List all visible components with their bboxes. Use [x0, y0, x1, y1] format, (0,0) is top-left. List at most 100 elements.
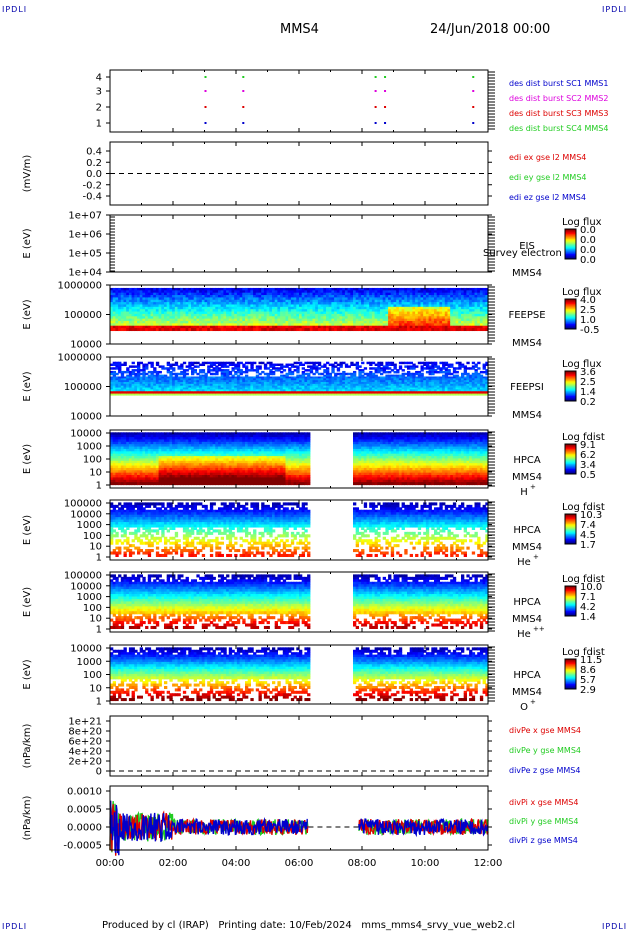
feepse-cell [296, 313, 300, 317]
feepse-cell [228, 295, 233, 298]
feepse-cell [412, 318, 416, 322]
feepse-cell [334, 302, 338, 306]
feepse-cell [231, 316, 235, 320]
feepse-cell [126, 313, 130, 317]
feepse-cell [207, 292, 211, 296]
feepse-cell [180, 309, 184, 313]
feepse-cell [199, 309, 203, 313]
feepsi-cell [142, 376, 146, 379]
feepse-cell [174, 304, 179, 308]
feepse-cell [263, 309, 268, 313]
feepse-cell [382, 323, 386, 327]
eis-colorbar-title: Log flux [562, 217, 602, 228]
feepse-cell [452, 297, 457, 301]
feepse-cell [191, 316, 195, 320]
feepsi-cell [196, 372, 200, 376]
feepse-cell [293, 304, 297, 308]
feepse-cell [326, 323, 330, 327]
feepse-cell [191, 318, 195, 322]
feepse-cell [420, 297, 424, 301]
feepse-cell [377, 287, 381, 291]
feepsi-cell [150, 363, 154, 367]
feepsi-cell [147, 378, 152, 381]
feepse-cell [477, 320, 481, 324]
feepsi-cell [177, 376, 181, 379]
feepse-cell [201, 287, 206, 291]
eis-colorbar-cell [565, 255, 576, 257]
feepse-cell [207, 311, 211, 315]
feepsi-cell [142, 367, 146, 370]
feepse-cell [423, 306, 427, 310]
feepse-cell [174, 309, 179, 313]
feepse-cell [428, 292, 432, 296]
feepse-cell [209, 309, 214, 313]
feepse-cell [334, 311, 338, 315]
feepse-cell [471, 302, 476, 306]
feepse-cell [209, 328, 214, 332]
feepse-cell [323, 328, 327, 332]
feepse-cell [120, 309, 125, 313]
feepse-cell [388, 313, 392, 317]
feepsi-cell [153, 380, 157, 383]
feepsi-cell [147, 376, 152, 379]
feepsi-cell [193, 361, 197, 365]
feepse-cell [323, 287, 327, 291]
feepsi-cell [358, 365, 362, 368]
feepsi-cell [153, 387, 157, 390]
feepsi-cell [201, 370, 206, 374]
feepse-cell [263, 313, 268, 317]
feepse-cell [398, 309, 403, 313]
feepse-cell [350, 304, 354, 308]
feepse-cell [131, 313, 135, 317]
feepse-cell [131, 325, 135, 329]
feepse-cell [479, 323, 484, 327]
feepsi-band [115, 393, 119, 396]
feepse-cell [463, 328, 467, 332]
feepse-cell [120, 292, 125, 296]
feepse-cell [166, 306, 170, 310]
feepse-cell [355, 304, 359, 308]
feepse-cell [110, 292, 114, 296]
feepse-cell [153, 318, 157, 322]
feepse-cell [436, 313, 440, 317]
feepse-cell [220, 323, 224, 327]
feepse-cell [290, 309, 295, 313]
feepse-cell [226, 292, 230, 296]
feepse-cell [258, 306, 262, 310]
feepse-cell [371, 311, 376, 315]
feepse-cell [147, 292, 152, 296]
feepsi-band [169, 391, 173, 395]
feepse-cell [377, 292, 381, 296]
feepsi-cell [115, 367, 119, 370]
feepse-cell [293, 318, 297, 322]
feepse-cell [228, 328, 233, 332]
feepse-cell [436, 311, 440, 315]
feepsi-cell [137, 365, 141, 368]
feepse-cell [315, 297, 319, 301]
feepse-cell [137, 295, 141, 298]
feepse-cell [128, 323, 133, 327]
feepse-cell [339, 287, 343, 291]
feepse-cell [245, 309, 249, 313]
feepsi-cell [191, 363, 195, 367]
feepse-cell [191, 295, 195, 298]
feepse-cell [374, 299, 378, 303]
feepse-cell [455, 328, 459, 332]
feepsi-cell [118, 365, 122, 368]
feepse-cell [220, 292, 224, 296]
feepse-cell [280, 313, 284, 317]
feepse-cell [215, 304, 219, 308]
feepse-cell [212, 313, 216, 317]
feepse-cell [290, 320, 295, 324]
feepse-cell [404, 290, 408, 294]
feepse-cell [312, 325, 316, 329]
feepse-cell [401, 328, 405, 332]
feepsi-cell [199, 385, 203, 389]
feepse-cell [134, 302, 138, 306]
feepse-cell [174, 311, 179, 315]
feepsi-cell [199, 370, 203, 374]
feepsi-cell [188, 380, 192, 383]
feepse-cell [407, 323, 411, 327]
feepse-cell [479, 313, 484, 317]
feepse-cell [458, 295, 462, 298]
